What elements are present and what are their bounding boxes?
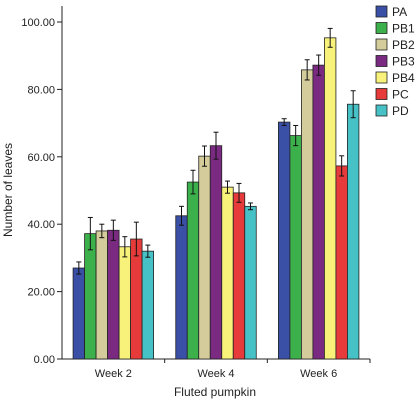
bar-pc-week-2 <box>130 238 143 360</box>
x-tick-label: Week 2 <box>95 368 132 380</box>
legend-swatch-pb1 <box>375 22 388 34</box>
bar-pd-week-2 <box>141 250 154 360</box>
y-tick-label: 80.00 <box>27 84 55 96</box>
legend: PA PB1 PB2 PB3 PB4 PC PD <box>375 5 415 118</box>
bar-pc-week-4 <box>232 192 246 360</box>
bar-pd-week-6 <box>347 103 360 360</box>
legend-label-pa: PA <box>392 5 407 19</box>
legend-swatch-pb4 <box>375 71 388 84</box>
y-tick-label: 60.00 <box>27 152 55 164</box>
x-tick-label: Week 6 <box>300 368 337 380</box>
x-axis-title: Fluted pumpkin <box>174 385 256 399</box>
bar-pb2-week-4 <box>198 155 211 360</box>
legend-swatch-pc <box>375 88 388 100</box>
y-tick-label: 40.00 <box>27 219 55 231</box>
bar-pb4-week-4 <box>221 186 234 360</box>
bar-pb1-week-6 <box>289 135 302 360</box>
y-axis: 0.00 20.00 40.00 60.00 80.00 100.00 <box>21 6 63 366</box>
bar-pd-week-4 <box>244 205 257 360</box>
bar-pa-week-2 <box>72 267 85 360</box>
legend-label-pd: PD <box>392 104 409 118</box>
legend-label-pb2: PB2 <box>392 38 415 52</box>
bar-pc-week-6 <box>335 165 348 360</box>
y-tick-label: 100.00 <box>21 17 55 29</box>
bars <box>72 27 360 360</box>
bar-pb4-week-6 <box>324 37 337 360</box>
bar-pb4-week-2 <box>118 246 131 360</box>
legend-swatch-pb2 <box>375 38 388 51</box>
bar-pb2-week-2 <box>95 230 108 360</box>
legend-swatch-pd <box>375 104 388 117</box>
legend-label-pc: PC <box>392 88 409 102</box>
legend-swatch-pa <box>375 5 388 18</box>
bar-pa-week-4 <box>175 215 188 360</box>
y-axis-title: Number of leaves <box>1 143 15 237</box>
bar-pb3-week-6 <box>312 64 325 360</box>
bar-pb2-week-6 <box>301 69 314 360</box>
bar-pa-week-6 <box>278 121 291 360</box>
legend-label-pb4: PB4 <box>392 71 415 85</box>
bar-pb1-week-2 <box>84 233 97 360</box>
bar-pb1-week-4 <box>186 181 200 360</box>
y-tick-label: 20.00 <box>27 287 55 299</box>
y-tick-label: 0.00 <box>34 354 55 366</box>
legend-label-pb3: PB3 <box>392 55 415 69</box>
legend-label-pb1: PB1 <box>392 22 415 36</box>
bar-pb3-week-2 <box>107 229 120 360</box>
x-tick-label: Week 4 <box>197 368 234 380</box>
legend-swatch-pb3 <box>375 55 388 67</box>
x-axis: Week 2 Week 4 Week 6 <box>62 358 371 380</box>
bar-pb3-week-4 <box>209 145 223 360</box>
